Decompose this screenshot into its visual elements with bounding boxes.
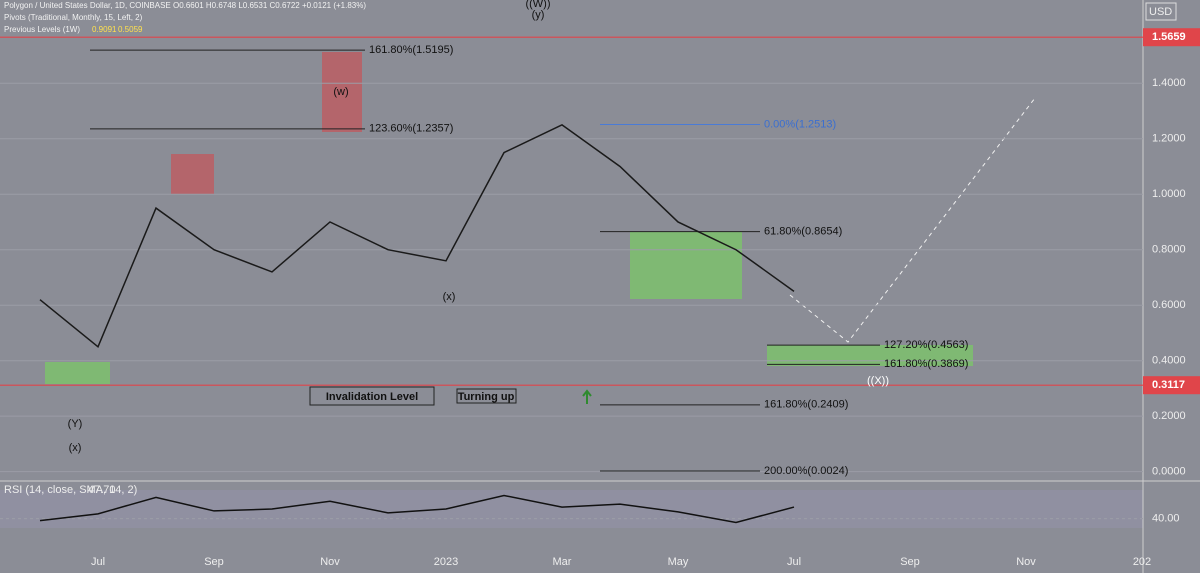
x-tick-label: Sep bbox=[204, 556, 224, 568]
price-label-bg bbox=[1143, 376, 1200, 395]
x-tick-label: Jul bbox=[91, 556, 105, 568]
wave-label: (x) bbox=[443, 291, 456, 303]
rsi-last: 47.70 bbox=[88, 484, 116, 496]
fib-label: 0.00%(1.2513) bbox=[764, 118, 836, 130]
fib-label: 161.80%(1.5195) bbox=[369, 44, 453, 56]
arrow-up bbox=[582, 389, 592, 404]
wave-label: (w) bbox=[333, 86, 348, 98]
x-tick-label: 2023 bbox=[434, 556, 458, 568]
rsi-title: RSI (14, close, SMA, 14, 2) bbox=[4, 484, 137, 496]
wave-label: ((X)) bbox=[867, 375, 889, 387]
fib-label: 161.80%(0.3869) bbox=[884, 358, 968, 370]
annotation: Invalidation Level bbox=[326, 391, 418, 403]
red-zone bbox=[322, 52, 362, 132]
wave-label: (y) bbox=[532, 9, 545, 21]
projection bbox=[789, 97, 1036, 343]
y-tick-label: 0.6000 bbox=[1152, 299, 1186, 311]
y-tick-label: 1.4000 bbox=[1152, 77, 1186, 89]
fib-label: 123.60%(1.2357) bbox=[369, 123, 453, 135]
annotation-box bbox=[309, 386, 435, 406]
green-zone bbox=[45, 362, 110, 384]
y-tick-label: 0.2000 bbox=[1152, 410, 1186, 422]
fib-label: 161.80%(0.2409) bbox=[764, 399, 848, 411]
price-line-series bbox=[39, 123, 795, 349]
currency-box bbox=[1145, 2, 1177, 21]
fib-label: 127.20%(0.4563) bbox=[884, 339, 968, 351]
y-tick-label: 0.0000 bbox=[1152, 466, 1186, 478]
wave-label: (Y) bbox=[68, 418, 83, 430]
y-tick-label: 40.00 bbox=[1152, 513, 1180, 525]
level-value: 0.9091 bbox=[92, 25, 117, 34]
price-label-bg bbox=[1143, 28, 1200, 47]
wave-label: ((W)) bbox=[525, 0, 550, 10]
x-tick-label: Mar bbox=[553, 556, 572, 568]
y-tick-label: 0.8000 bbox=[1152, 244, 1186, 256]
green-zone bbox=[630, 232, 742, 299]
x-tick-label: 202 bbox=[1133, 556, 1151, 568]
annotation-box bbox=[456, 388, 517, 404]
fib-label: 61.80%(0.8654) bbox=[764, 225, 842, 237]
annotation: Turning up bbox=[458, 391, 515, 403]
fib-label: 200.00%(0.0024) bbox=[764, 465, 848, 477]
x-tick-label: Nov bbox=[1016, 556, 1036, 568]
x-tick-label: May bbox=[668, 556, 689, 568]
rsi-line bbox=[39, 494, 795, 524]
symbol-header: Polygon / United States Dollar, 1D, COIN… bbox=[4, 1, 366, 10]
price-label: 1.5659 bbox=[1152, 31, 1186, 43]
currency: USD bbox=[1149, 6, 1172, 18]
x-tick-label: Nov bbox=[320, 556, 340, 568]
price-pane bbox=[0, 0, 1143, 480]
x-tick-label: Sep bbox=[900, 556, 920, 568]
y-tick-label: 1.0000 bbox=[1152, 188, 1186, 200]
rsi-band bbox=[0, 490, 1143, 528]
level-value: 0.5059 bbox=[118, 25, 143, 34]
red-zone bbox=[171, 154, 214, 194]
price-label: 0.3117 bbox=[1152, 379, 1185, 391]
x-tick-label: Jul bbox=[787, 556, 801, 568]
y-tick-label: 0.4000 bbox=[1152, 355, 1186, 367]
pivots-header: Pivots (Traditional, Monthly, 15, Left, … bbox=[4, 13, 143, 22]
wave-label: (x) bbox=[69, 442, 82, 454]
y-tick-label: 1.2000 bbox=[1152, 133, 1186, 145]
levels-header: Previous Levels (1W) bbox=[4, 25, 80, 34]
